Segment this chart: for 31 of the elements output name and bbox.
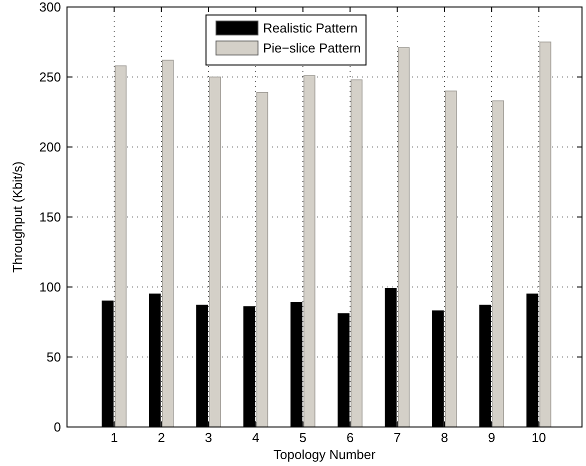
- x-tick-label: 5: [299, 430, 307, 445]
- x-tick-label: 7: [394, 430, 401, 445]
- bar: [539, 42, 552, 428]
- y-tick-label: 100: [39, 280, 61, 295]
- bar: [256, 92, 268, 428]
- x-tick-label: 3: [204, 430, 212, 445]
- y-tick-label: 300: [39, 0, 61, 15]
- bar: [398, 47, 410, 428]
- bar: [445, 90, 457, 428]
- x-tick-label: 10: [532, 430, 546, 445]
- bar: [114, 65, 127, 428]
- x-axis-title: Topology Number: [274, 447, 376, 462]
- x-tick-label: 2: [158, 430, 165, 445]
- y-tick-label: 0: [54, 420, 61, 435]
- bar: [304, 75, 316, 428]
- x-tick-label: 9: [488, 430, 496, 445]
- legend-label: Realistic Pattern: [263, 20, 358, 36]
- x-tick-label: 8: [440, 430, 448, 445]
- bar: [350, 79, 362, 428]
- bar: [492, 100, 504, 428]
- y-tick-label: 150: [39, 210, 61, 225]
- x-tick-label: 1: [110, 430, 118, 445]
- legend-label: Pie−slice Pattern: [263, 40, 361, 56]
- x-tick-label: 4: [252, 430, 260, 445]
- bar: [209, 76, 221, 428]
- y-tick-label: 250: [39, 70, 61, 85]
- y-tick-label: 50: [46, 350, 61, 365]
- y-tick-label: 200: [39, 140, 61, 155]
- x-tick-label: 6: [346, 430, 354, 445]
- y-axis-title: Throughput (Kbit/s): [10, 161, 25, 273]
- bar: [162, 60, 174, 428]
